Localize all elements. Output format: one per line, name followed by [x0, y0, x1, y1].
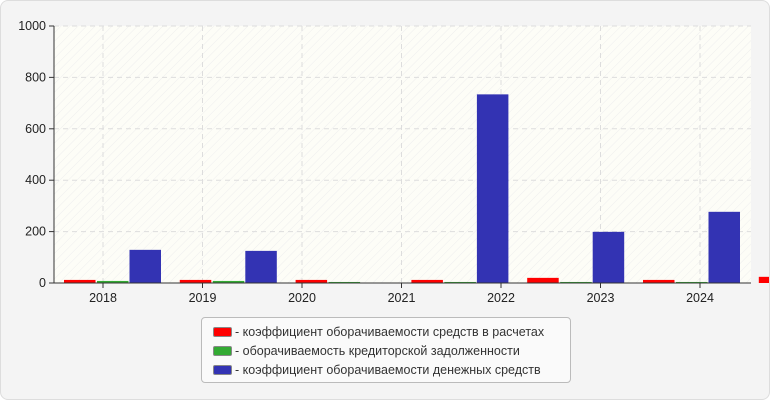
bar-2023-s1 [676, 281, 708, 283]
x-tick-label: 2020 [288, 291, 316, 305]
plot-area [54, 26, 751, 283]
x-tick-label: 2023 [587, 291, 615, 305]
x-tick-label: 2021 [388, 291, 416, 305]
y-tick-label: 1000 [18, 19, 46, 33]
bar-2024-s0 [758, 276, 769, 283]
bar-2021-s1 [444, 281, 476, 283]
y-tick-label: 0 [39, 276, 46, 290]
legend-swatch-0 [213, 326, 232, 337]
bar-2022-s1 [560, 281, 592, 283]
bar-2019-s0 [179, 279, 212, 283]
bar-2019-s2 [245, 250, 277, 283]
y-tick-label: 600 [25, 122, 46, 136]
x-tick-label: 2018 [89, 291, 117, 305]
bar-2018-s2 [129, 249, 161, 283]
y-tick-label: 800 [25, 70, 46, 84]
legend-swatch-1 [213, 345, 232, 356]
legend-item: - оборачиваемость кредиторской задолженн… [202, 341, 570, 360]
y-tick-label: 400 [25, 173, 46, 187]
bar-2018-s0 [64, 279, 96, 283]
bar-2021-s0 [411, 279, 443, 283]
legend-label: - коэффициент оборачиваемости денежных с… [235, 362, 541, 377]
legend-label: - оборачиваемость кредиторской задолженн… [235, 343, 520, 358]
x-tick-label: 2022 [487, 291, 515, 305]
legend-label: - коэффициент оборачиваемости средств в … [235, 324, 545, 339]
bar-2020-s1 [328, 281, 361, 283]
bar-2021-s2 [476, 94, 509, 283]
bar-2018-s1 [97, 280, 129, 283]
bar-2020-s0 [295, 279, 328, 283]
legend-item: - коэффициент оборачиваемости денежных с… [202, 360, 570, 379]
y-tick-label: 200 [25, 225, 46, 239]
chart-plot: 0 200 400 600 800 1000 2018 2019 2020 2021 2022 202… [18, 19, 769, 305]
x-tick-label: 2019 [189, 291, 217, 305]
legend-item: - коэффициент оборачиваемости средств в … [202, 322, 570, 341]
bar-2019-s1 [212, 280, 245, 283]
x-tick-label: 2024 [686, 291, 714, 305]
bar-2023-s2 [708, 211, 740, 283]
bar-2023-s0 [643, 279, 675, 283]
bar-2022-s2 [592, 231, 625, 283]
legend-swatch-2 [213, 364, 232, 375]
bar-2022-s0 [527, 277, 559, 283]
legend: - коэффициент оборачиваемости средств в … [201, 317, 571, 383]
